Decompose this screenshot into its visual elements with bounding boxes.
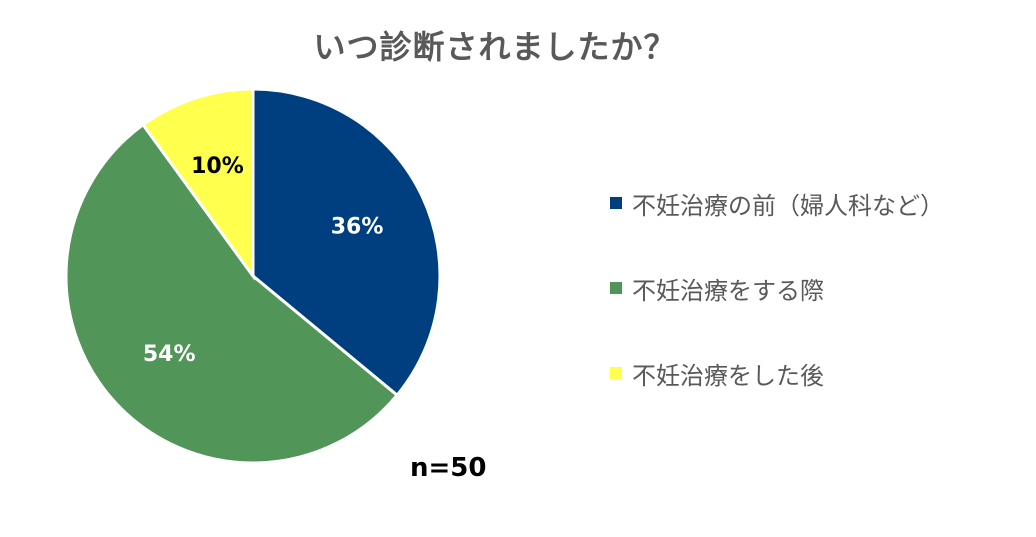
sample-size-annotation: n=50 bbox=[410, 453, 487, 483]
slice-data-label: 36% bbox=[331, 215, 384, 240]
legend-item: 不妊治療をする際 bbox=[610, 268, 1030, 308]
legend-swatch bbox=[610, 282, 622, 294]
slice-data-label: 54% bbox=[143, 342, 196, 367]
legend-label: 不妊治療をする際 bbox=[632, 276, 824, 305]
pie-labels: 36% 54% 10% bbox=[143, 154, 384, 367]
pie-slice bbox=[251, 87, 442, 398]
pie-slices bbox=[64, 87, 442, 465]
slice-data-label: 10% bbox=[191, 154, 244, 179]
legend-label: 不妊治療の前（婦人科など） bbox=[632, 191, 944, 220]
legend: 不妊治療の前（婦人科など） 不妊治療をする際 不妊治療をした後 bbox=[610, 183, 1030, 438]
legend-swatch bbox=[610, 197, 622, 209]
chart-title: いつ診断されましたか？ bbox=[313, 28, 677, 66]
legend-label: 不妊治療をした後 bbox=[632, 361, 824, 390]
pie-slice bbox=[64, 122, 400, 465]
legend-swatch bbox=[610, 367, 622, 379]
legend-item: 不妊治療の前（婦人科など） bbox=[610, 183, 1030, 223]
legend-item: 不妊治療をした後 bbox=[610, 353, 1030, 393]
pie-slice bbox=[140, 87, 255, 281]
